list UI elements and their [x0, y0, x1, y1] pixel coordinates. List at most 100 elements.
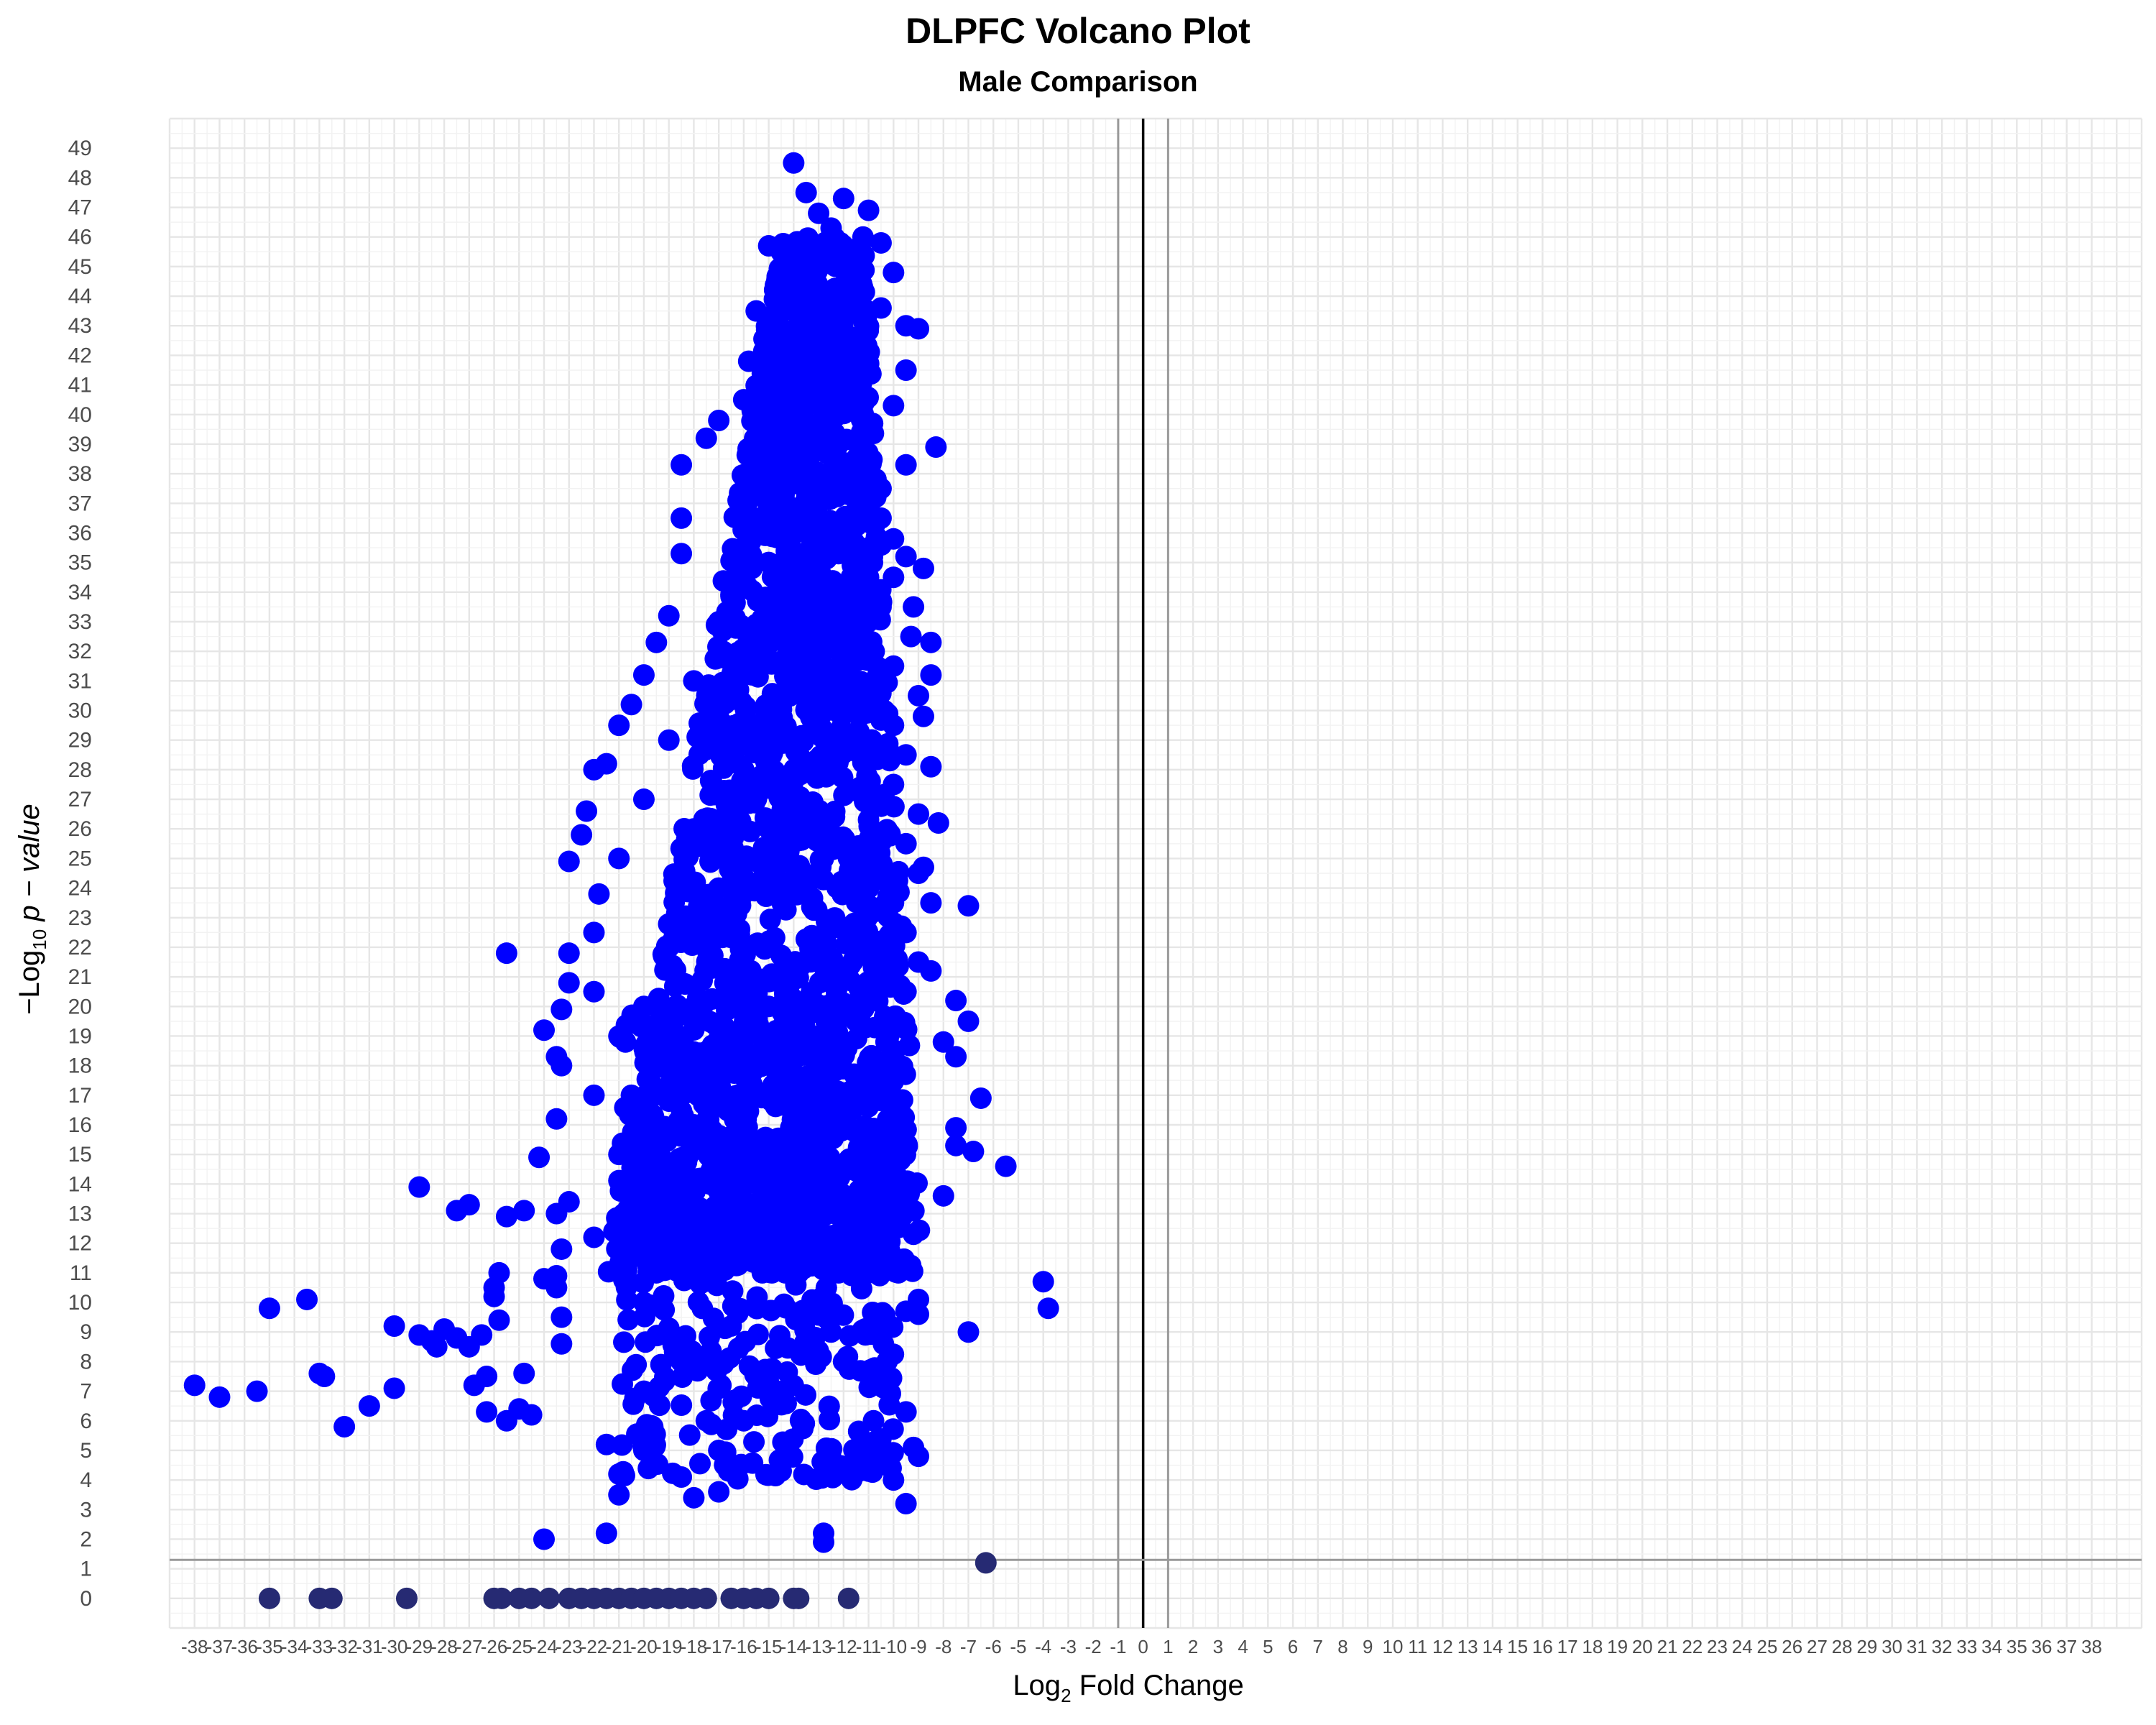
data-point — [814, 1072, 836, 1095]
data-point — [677, 845, 699, 868]
data-point — [790, 748, 812, 770]
data-point — [870, 1128, 892, 1151]
data-point — [761, 683, 783, 705]
data-point — [895, 1493, 917, 1515]
data-point — [483, 1285, 505, 1307]
data-point — [879, 823, 901, 845]
data-point — [425, 1335, 448, 1358]
data-point — [883, 714, 905, 737]
y-tick-label: 5 — [80, 1439, 92, 1463]
data-point — [908, 684, 930, 707]
data-point — [799, 1239, 821, 1261]
y-tick-label: 38 — [68, 462, 92, 486]
data-point — [857, 1070, 880, 1092]
x-tick-label: -11 — [856, 1636, 882, 1657]
x-tick-label: 20 — [1632, 1636, 1653, 1657]
data-point — [945, 1046, 967, 1068]
data-point — [850, 507, 872, 530]
data-point — [732, 389, 755, 411]
y-tick-label: 49 — [68, 137, 92, 160]
data-point — [808, 329, 830, 351]
data-point — [650, 1000, 672, 1023]
x-tick-label: 9 — [1363, 1636, 1373, 1657]
data-point — [857, 477, 880, 500]
data-point — [583, 1084, 605, 1106]
data-point — [764, 592, 786, 615]
data-point — [871, 1228, 893, 1251]
data-point — [383, 1377, 405, 1399]
data-point — [908, 1445, 930, 1468]
data-point — [576, 800, 598, 822]
data-point — [920, 631, 942, 653]
x-tick-label: -4 — [1035, 1636, 1051, 1657]
data-point — [583, 980, 605, 1003]
data-point — [731, 973, 753, 995]
data-point — [872, 673, 894, 696]
x-tick-label: 17 — [1557, 1636, 1578, 1657]
data-point — [671, 1466, 693, 1488]
y-tick-label: 34 — [68, 581, 92, 604]
x-tick-label: 12 — [1432, 1636, 1453, 1657]
data-point — [820, 359, 842, 381]
data-point — [616, 1289, 638, 1311]
data-point — [734, 783, 757, 806]
data-point — [858, 815, 880, 837]
data-point — [835, 702, 857, 724]
data-point — [333, 1416, 356, 1438]
data-point — [732, 492, 755, 515]
data-point — [895, 980, 917, 1003]
data-point — [621, 1359, 643, 1381]
data-point — [768, 1325, 791, 1347]
data-point — [767, 306, 789, 328]
data-point — [900, 1254, 922, 1276]
data-point — [797, 506, 819, 528]
data-point — [763, 401, 785, 423]
y-tick-label: 13 — [68, 1202, 92, 1226]
data-point — [763, 441, 785, 463]
data-point — [945, 990, 967, 1012]
data-point — [704, 1013, 726, 1036]
data-point — [883, 566, 905, 589]
x-tick-label: -21 — [605, 1636, 632, 1657]
x-tick-label: 29 — [1856, 1636, 1877, 1657]
data-point — [742, 998, 764, 1020]
x-tick-label: 25 — [1757, 1636, 1778, 1657]
data-point — [747, 1323, 769, 1346]
data-point — [883, 796, 905, 818]
y-tick-label: 24 — [68, 877, 92, 901]
data-point — [832, 1099, 854, 1121]
data-point — [726, 1062, 748, 1084]
x-tick-label: -15 — [755, 1636, 783, 1657]
y-tick-label: 11 — [70, 1261, 92, 1285]
data-point — [793, 1314, 816, 1336]
data-point — [883, 262, 905, 284]
data-point — [808, 936, 830, 958]
data-point — [741, 579, 763, 602]
y-tick-label: 10 — [68, 1291, 92, 1315]
y-tick-label: 8 — [80, 1350, 92, 1374]
y-tick-label: 3 — [80, 1498, 92, 1522]
data-point — [858, 750, 880, 772]
x-tick-label: -22 — [581, 1636, 608, 1657]
data-point — [895, 744, 917, 766]
data-point — [808, 202, 830, 224]
data-point — [620, 1084, 642, 1106]
data-point — [857, 199, 880, 221]
data-point — [695, 1409, 717, 1432]
x-tick-label: 5 — [1263, 1636, 1273, 1657]
data-point — [796, 996, 818, 1018]
data-point — [757, 235, 780, 257]
x-tick-label: -37 — [206, 1636, 234, 1657]
x-tick-label: 26 — [1782, 1636, 1802, 1657]
data-point — [792, 382, 814, 405]
data-point — [845, 1218, 867, 1240]
x-tick-label: -12 — [830, 1636, 857, 1657]
y-tick-label: 4 — [80, 1468, 92, 1492]
data-point — [727, 1302, 749, 1325]
x-tick-label: 4 — [1238, 1636, 1248, 1657]
data-point — [849, 1360, 872, 1382]
data-point — [783, 877, 805, 899]
data-point — [735, 1173, 757, 1195]
data-point — [734, 1217, 757, 1239]
data-point — [296, 1288, 318, 1310]
